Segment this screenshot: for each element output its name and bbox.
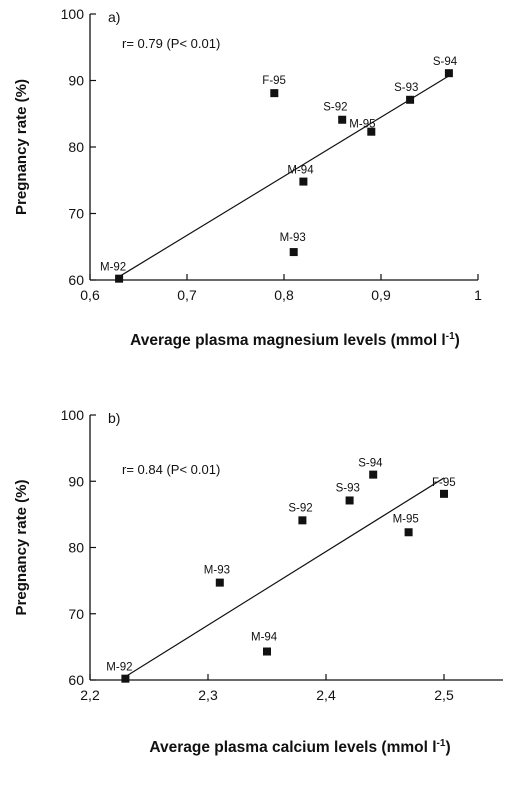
data-label-m-94: M-94 [287, 165, 314, 177]
data-point-m-93 [215, 578, 224, 587]
x-axis-label-close: ) [455, 332, 460, 349]
x-axis-label-close: ) [445, 739, 450, 756]
data-label-s-93: S-93 [336, 482, 360, 494]
data-point-s-93 [406, 95, 415, 104]
y-tick-label: 80 [68, 540, 84, 556]
data-label-m-94: M-94 [251, 632, 278, 644]
x-axis-label-superscript: -1 [446, 331, 455, 342]
x-tick-label: 2,2 [80, 687, 100, 703]
data-label-s-92: S-92 [323, 102, 347, 114]
data-label-s-93: S-93 [394, 82, 418, 94]
chart-panel-b: 60 70 80 90 100 2,2 2,3 2,4 2,5 Pregnancy rate (%… [13, 407, 503, 756]
data-point-s-94 [444, 69, 453, 78]
correlation-annotation: r= 0.84 (P< 0.01) [122, 462, 220, 477]
data-point-m-92 [115, 274, 124, 283]
x-tick-label: 2,4 [316, 687, 336, 703]
y-tick-label: 60 [68, 272, 84, 288]
chart-panel-a: 60 70 80 90 100 0,6 0,7 0,8 0,9 1 Pregnancy rate (… [13, 6, 482, 349]
data-point-m-95 [404, 528, 413, 537]
data-label-s-92: S-92 [288, 502, 312, 514]
x-axis-label: Average plasma magnesium levels (mmol l-… [130, 331, 460, 349]
data-point-m-94 [299, 177, 308, 186]
y-tick-label: 90 [68, 73, 84, 89]
y-tick-label: 60 [68, 672, 84, 688]
x-tick-label: 1 [474, 287, 482, 303]
x-tick-label: 2,3 [198, 687, 218, 703]
data-point-s-94 [369, 470, 378, 479]
x-tick-label: 0,9 [371, 287, 391, 303]
data-label-m-93: M-93 [280, 232, 306, 244]
y-tick-label: 90 [68, 473, 84, 489]
data-point-s-93 [345, 496, 354, 505]
data-label-f-95: F-95 [262, 75, 286, 87]
x-axis-label-main: Average plasma calcium levels (mmol l [149, 739, 436, 756]
y-axis-label: Pregnancy rate (%) [13, 480, 30, 616]
data-label-m-93: M-93 [204, 565, 230, 577]
regression-line [118, 75, 450, 278]
y-tick-label: 100 [61, 6, 85, 22]
data-point-f-95 [440, 489, 448, 498]
x-axis-label-main: Average plasma magnesium levels (mmol l [130, 332, 446, 349]
x-axis-label-superscript: -1 [437, 738, 446, 749]
x-tick-label: 0,7 [177, 287, 197, 303]
data-label-m-92: M-92 [100, 262, 126, 274]
panel-label: a) [108, 9, 120, 25]
data-label-s-94: S-94 [433, 56, 458, 68]
x-tick-label: 0,6 [80, 287, 100, 303]
data-label-s-94: S-94 [358, 458, 383, 470]
data-point-s-92 [338, 115, 347, 124]
correlation-annotation: r= 0.79 (P< 0.01) [122, 36, 220, 51]
data-label-m-92: M-92 [106, 662, 132, 674]
x-tick-label: 0,8 [274, 287, 294, 303]
data-label-m-95: M-95 [393, 513, 419, 525]
y-tick-label: 70 [68, 606, 84, 622]
data-point-m-93 [289, 248, 298, 257]
panel-label: b) [108, 410, 120, 426]
data-point-s-92 [298, 516, 307, 525]
data-label-f-95: F-95 [432, 477, 456, 489]
data-point-m-94 [263, 647, 271, 656]
data-label-m-95: M-95 [349, 119, 375, 131]
x-tick-label: 2,5 [434, 687, 454, 703]
y-tick-label: 70 [68, 206, 84, 222]
regression-line [125, 477, 445, 678]
x-axis-label: Average plasma calcium levels (mmol l-1) [149, 738, 450, 756]
y-tick-label: 80 [68, 139, 84, 155]
data-point-m-95 [367, 127, 376, 136]
y-axis-label: Pregnancy rate (%) [13, 79, 30, 215]
y-tick-label: 100 [61, 407, 85, 423]
data-point-m-92 [121, 674, 130, 683]
data-point-f-95 [270, 89, 279, 98]
